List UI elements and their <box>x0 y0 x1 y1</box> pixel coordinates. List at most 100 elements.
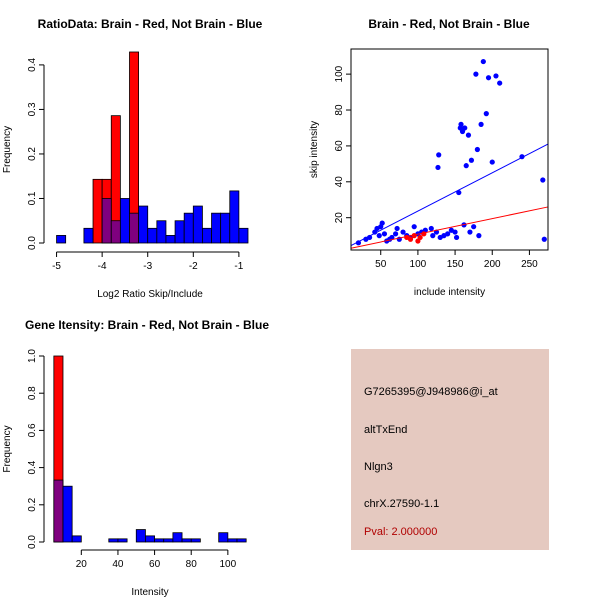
info-panel: G7265395@J948986@i_at altTxEnd Nlgn3 chr… <box>351 349 549 550</box>
x-tick-label: -5 <box>52 261 61 272</box>
chart-title: RatioData: Brain - Red, Not Brain - Blue <box>38 17 263 31</box>
bar-not-brain <box>218 532 229 543</box>
bar-not-brain <box>229 190 240 244</box>
point-not-brain <box>463 163 469 169</box>
bar-not-brain <box>172 532 183 543</box>
chart-title: Brain - Red, Not Brain - Blue <box>368 17 530 31</box>
region-id: chrX.27590-1.1 <box>364 498 440 510</box>
pval-text: Pval: 2.000000 <box>364 526 438 538</box>
y-tick-label: 40 <box>334 176 345 188</box>
bar-not-brain <box>190 538 201 543</box>
point-not-brain <box>478 121 484 127</box>
point-not-brain <box>393 231 399 237</box>
bar-not-brain <box>202 227 212 244</box>
bar-not-brain <box>238 227 249 244</box>
bar-brain <box>92 178 103 244</box>
point-not-brain <box>462 125 468 131</box>
point-not-brain <box>381 231 388 237</box>
bar-not-brain <box>56 235 67 244</box>
bar-not-brain <box>227 538 238 543</box>
event-type: altTxEnd <box>364 424 408 436</box>
point-not-brain <box>366 234 373 241</box>
x-axis-label: Log2 Ratio Skip/Include <box>97 289 203 300</box>
y-tick-label: 0.8 <box>27 386 38 400</box>
bar-not-brain <box>220 212 231 244</box>
point-not-brain <box>468 157 475 163</box>
bar-not-brain <box>163 538 174 543</box>
x-tick-label: -4 <box>98 261 107 272</box>
x-tick-label: 20 <box>76 559 88 570</box>
point-not-brain <box>411 224 417 230</box>
point-not-brain <box>493 73 499 79</box>
y-tick-label: 0.2 <box>27 147 38 161</box>
x-tick-label: 150 <box>447 259 464 270</box>
y-tick-label: 0.4 <box>27 58 38 72</box>
y-tick-label: 0.0 <box>27 236 38 250</box>
bar-not-brain <box>129 212 140 244</box>
point-brain <box>421 231 427 237</box>
y-tick-label: 0.3 <box>27 102 38 116</box>
x-tick-label: 40 <box>112 559 124 570</box>
bar-not-brain <box>83 227 94 244</box>
x-tick-label: 250 <box>521 259 538 270</box>
bar-not-brain <box>108 538 119 543</box>
chart-title: Gene Itensity: Brain - Red, Not Brain - … <box>25 318 269 332</box>
point-not-brain <box>452 229 458 235</box>
point-not-brain <box>497 80 503 86</box>
point-not-brain <box>379 220 385 226</box>
y-tick-label: 1.0 <box>27 349 38 363</box>
y-tick-label: 80 <box>334 104 345 116</box>
bar-not-brain <box>156 220 167 244</box>
point-not-brain <box>465 132 472 138</box>
point-not-brain <box>480 58 486 65</box>
bar-not-brain <box>181 538 192 543</box>
point-not-brain <box>471 224 477 230</box>
y-tick-label: 0.2 <box>27 497 38 511</box>
point-not-brain <box>519 154 525 160</box>
point-not-brain <box>435 164 441 171</box>
fit-line-not-brain <box>350 143 549 246</box>
point-not-brain <box>540 177 546 183</box>
gene-name: Nlgn3 <box>364 461 393 473</box>
bar-not-brain <box>211 212 222 244</box>
point-not-brain <box>483 111 489 117</box>
point-not-brain <box>400 229 406 235</box>
point-not-brain <box>394 225 400 232</box>
point-brain <box>407 236 414 242</box>
x-axis-label: Intensity <box>131 587 168 598</box>
probe-id: G7265395@J948986@i_at <box>364 386 498 398</box>
bar-not-brain <box>119 198 130 244</box>
bar-not-brain <box>110 220 121 244</box>
point-not-brain <box>473 71 479 77</box>
point-not-brain <box>458 121 464 127</box>
x-tick-label: 80 <box>186 559 198 570</box>
y-axis-label: skip intensity <box>309 121 320 178</box>
point-not-brain <box>428 225 434 232</box>
point-brain <box>417 234 423 241</box>
point-not-brain <box>453 234 460 241</box>
point-not-brain <box>445 231 451 237</box>
point-not-brain <box>436 152 442 158</box>
y-tick-label: 0.6 <box>27 423 38 437</box>
bar-not-brain <box>174 220 185 244</box>
y-tick-label: 60 <box>334 140 345 152</box>
x-tick-label: 60 <box>149 559 161 570</box>
y-axis-label: Frequency <box>2 425 13 472</box>
x-tick-label: 50 <box>375 259 387 270</box>
bar-not-brain <box>71 535 82 543</box>
point-not-brain <box>430 233 436 239</box>
point-not-brain <box>489 159 495 165</box>
x-tick-label: -2 <box>189 261 198 272</box>
x-tick-label: -1 <box>234 261 243 272</box>
bar-not-brain <box>117 538 128 543</box>
bar-not-brain <box>147 227 158 244</box>
bar-not-brain <box>145 535 155 543</box>
x-tick-label: 200 <box>484 259 501 270</box>
point-not-brain <box>467 229 473 235</box>
bar-not-brain <box>192 205 203 244</box>
x-tick-label: -3 <box>143 261 152 272</box>
bar-not-brain <box>138 205 149 244</box>
point-brain <box>411 233 417 239</box>
bar-not-brain <box>165 235 176 244</box>
